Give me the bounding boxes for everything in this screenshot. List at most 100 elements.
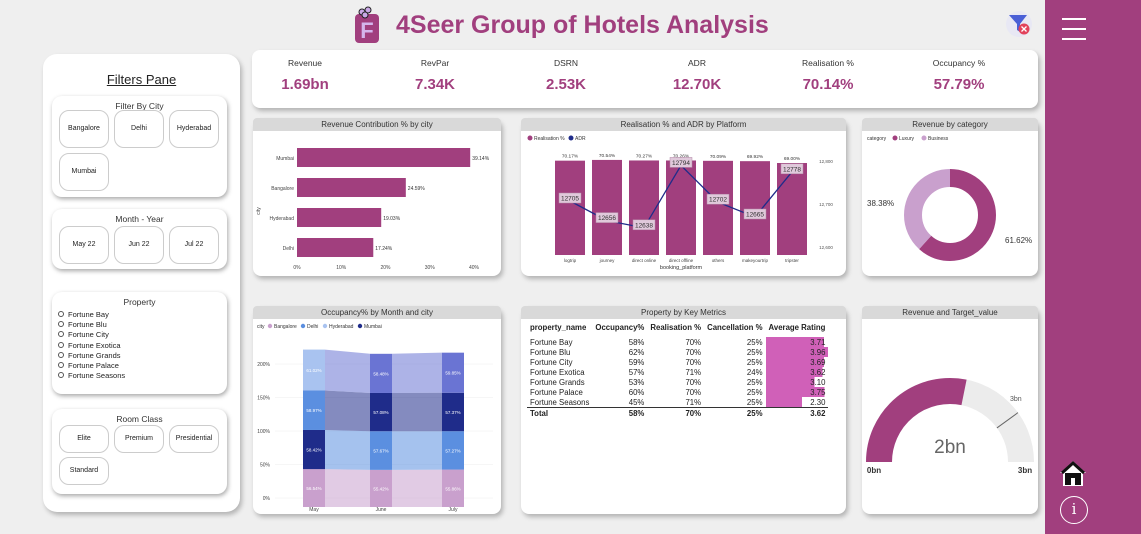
city-bar [297, 178, 406, 197]
segment-data-label: 56.54% [306, 486, 321, 491]
ribbon-band [392, 431, 442, 470]
x-tick-label: 20% [380, 265, 391, 271]
revenue-by-city-chart: Mumbai 39.14% Bangalore 24.59% Hyderabad 19.0… [256, 148, 490, 271]
adr-data-label: 12656 [598, 215, 616, 222]
gauge-card: Revenue and Target_value 3bn 2bn 0bn 3bn [862, 306, 1038, 514]
segment-data-label: 57.08% [373, 410, 388, 415]
column-header: Realisation % [650, 323, 702, 332]
platform-card: Realisation % and ADR by Platform Realis… [521, 118, 846, 276]
y-tick-label: 200% [257, 362, 270, 368]
month-filter-title: Month - Year [115, 214, 164, 224]
home-icon[interactable] [1058, 458, 1088, 488]
ribbon-band [392, 392, 442, 432]
property-option[interactable]: Fortune Bay [58, 310, 227, 320]
table-cell: 71% [685, 397, 702, 407]
bar-data-label: 17.24% [375, 246, 393, 252]
info-icon[interactable]: i [1060, 496, 1088, 524]
legend-adr-marker [568, 135, 574, 141]
room-chip-presidential[interactable]: Presidential [169, 425, 219, 453]
y-tick-label: 150% [257, 396, 270, 402]
month-chip-may[interactable]: May 22 [59, 226, 109, 264]
table-cell: 2.30 [765, 397, 829, 408]
table-cell: 70% [685, 377, 702, 387]
ribbon-segment [303, 390, 325, 430]
menu-icon[interactable] [1062, 18, 1086, 42]
chart-title: Property by Key Metrics [521, 306, 846, 319]
ribbon-segment [442, 469, 464, 507]
bar-data-label: 70.26% [673, 153, 690, 159]
platform-chart: Realisation % ADR 70.17% logtrip 70.54% journ… [527, 135, 833, 271]
property-option[interactable]: Fortune Exotica [58, 341, 227, 351]
kpi-strip: Revenue 1.69bn RevPar 7.34K DSRN 2.53K ADR 1… [252, 50, 1038, 108]
adr-data-label: 12705 [561, 196, 579, 203]
table-cell: 60% [628, 387, 645, 397]
y-tick-label: 100% [257, 429, 270, 435]
table-row: Fortune Grands 53% 70% 25% 3.10 [527, 377, 829, 387]
table-cell: Fortune Palace [530, 387, 583, 397]
adr-data-label: 12665 [746, 212, 764, 219]
legend-marker [300, 323, 306, 329]
gauge-value-arc [866, 378, 967, 463]
legend-business-marker [921, 135, 927, 141]
ribbon-band [325, 429, 370, 470]
city-chip-mumbai[interactable]: Mumbai [59, 153, 109, 191]
platform-tick-label: journey [599, 258, 616, 263]
table-total-row: Total 58% 70% 25% 3.62 [527, 407, 829, 419]
kpi-revpar: RevPar 7.34K [414, 58, 456, 93]
ribbon-segment [442, 431, 464, 470]
property-option[interactable]: Fortune City [58, 330, 227, 340]
property-option[interactable]: Fortune Grands [58, 351, 227, 361]
room-chip-premium[interactable]: Premium [114, 425, 164, 453]
property-table-card: Property by Key Metrics property_name Occ… [521, 306, 846, 514]
city-chip-delhi[interactable]: Delhi [114, 110, 164, 148]
bar-data-label: 24.59% [408, 186, 426, 192]
city-filter-title: Filter By City [115, 101, 164, 111]
y2-tick-label: 12,700 [819, 202, 833, 207]
legend-luxury-label: Luxury [899, 136, 915, 142]
property-filter-title: Property [123, 297, 156, 307]
realisation-bar [555, 160, 585, 255]
segment-data-label: 58.42% [306, 448, 321, 453]
table-cell: 3.62 [765, 407, 829, 419]
city-chip-hyderabad[interactable]: Hyderabad [169, 110, 219, 148]
ribbon-band [325, 390, 370, 432]
legend-label: Bangalore [274, 324, 297, 330]
room-chip-elite[interactable]: Elite [59, 425, 109, 453]
kpi-dsrn: DSRN 2.53K [545, 58, 587, 93]
month-chip-jul[interactable]: Jul 22 [169, 226, 219, 264]
kpi-revenue: Revenue 1.69bn [281, 58, 329, 93]
city-chip-bangalore[interactable]: Bangalore [59, 110, 109, 148]
property-option[interactable]: Fortune Blu [58, 320, 227, 330]
x-tick-label: 10% [336, 265, 347, 271]
table-cell: 25% [746, 387, 763, 397]
city-tick-label: Bangalore [271, 186, 294, 192]
table-cell: Fortune Grands [530, 377, 585, 387]
table-cell: 62% [628, 347, 645, 357]
adr-label-box [632, 219, 656, 231]
clear-filter-icon[interactable] [1005, 10, 1033, 38]
filters-pane: Filters Pane Filter By City Bangalore De… [43, 54, 240, 512]
month-filter: Month - Year May 22 Jun 22 Jul 22 [52, 209, 227, 269]
ribbon-band [325, 349, 370, 393]
table-cell: 71% [685, 367, 702, 377]
segment-data-label: 59.85% [445, 371, 460, 376]
bar-data-label: 19.03% [383, 216, 401, 222]
room-chip-standard[interactable]: Standard [59, 457, 109, 485]
category-card: Revenue by category category Luxury Busine… [862, 118, 1038, 276]
bar-data-label: 70.27% [636, 153, 653, 159]
table-cell: 3.96 [765, 347, 829, 357]
city-tick-label: Mumbai [276, 156, 294, 162]
adr-label-box [595, 212, 619, 223]
table-cell: 25% [746, 397, 763, 407]
bar-data-label: 69.00% [784, 156, 801, 162]
right-sidebar [1045, 0, 1141, 534]
legend-label: Delhi [307, 324, 318, 330]
property-option[interactable]: Fortune Palace [58, 361, 227, 371]
realisation-bar [592, 159, 622, 255]
city-bar [297, 238, 374, 257]
property-option[interactable]: Fortune Seasons [58, 371, 227, 381]
table-row: Fortune Blu 62% 70% 25% 3.96 [527, 347, 829, 357]
legend-realisation-label: Realisation % [534, 136, 565, 142]
month-chip-jun[interactable]: Jun 22 [114, 226, 164, 264]
x-tick-label: 40% [469, 265, 480, 271]
